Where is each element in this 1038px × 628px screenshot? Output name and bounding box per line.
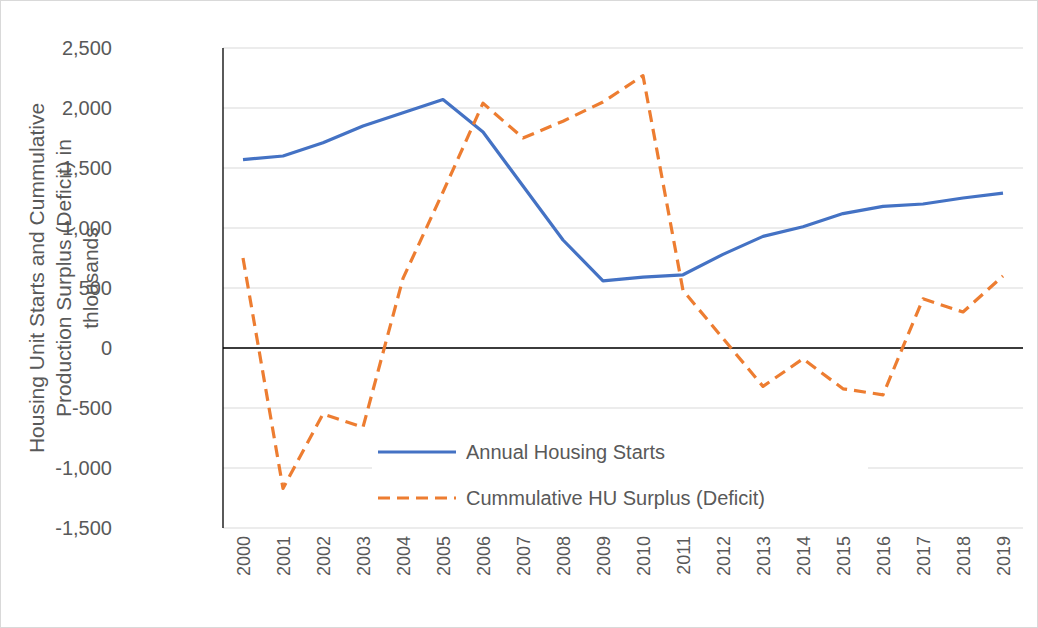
- y-tick-label: 2,500: [62, 37, 112, 59]
- x-tick-label: 2011: [674, 536, 694, 575]
- chart-frame: [1, 1, 1038, 628]
- x-tick-label: 2000: [234, 536, 254, 576]
- x-tick-label: 2013: [754, 536, 774, 576]
- x-tick-label: 2007: [514, 536, 534, 576]
- x-tick-label: 2017: [914, 536, 934, 576]
- grid-line: [223, 408, 1023, 409]
- y-axis-title: Housing Unit Starts and CummulativeProdu…: [25, 103, 102, 453]
- x-tick-label: 2009: [594, 536, 614, 576]
- x-tick-label: 2014: [794, 536, 814, 576]
- x-tick-label: 2010: [634, 536, 654, 576]
- x-tick-label: 2003: [354, 536, 374, 576]
- legend-swatch: [378, 450, 456, 453]
- x-tick-label: 2004: [394, 536, 414, 576]
- chart: -1,500-1,000-50005001,0001,5002,0002,500…: [0, 0, 1038, 628]
- y-tick-label: -500: [72, 397, 112, 419]
- grid-line: [223, 228, 1023, 229]
- x-tick-label: 2018: [954, 536, 974, 576]
- grid-line: [223, 48, 1023, 49]
- x-tick-label: 2015: [834, 536, 854, 576]
- x-tick-label: 2005: [434, 536, 454, 576]
- y-axis: [222, 48, 223, 528]
- legend-swatch: [378, 496, 456, 499]
- legend-box: [372, 430, 868, 516]
- legend: Annual Housing Starts Cummulative HU Surp…: [372, 430, 868, 516]
- legend-label: Cummulative HU Surplus (Deficit): [466, 487, 765, 509]
- x-tick-label: 2008: [554, 536, 574, 576]
- grid-line: [223, 288, 1023, 289]
- y-axis-title-line: Production Surplus (Deficit) in: [52, 139, 75, 417]
- x-tick-label: 2016: [874, 536, 894, 576]
- y-axis-title-line: Housing Unit Starts and Cummulative: [25, 103, 48, 453]
- series-line: [243, 76, 1003, 489]
- plot-area: [243, 76, 1003, 489]
- y-tick-label: -1,000: [55, 457, 112, 479]
- y-tick-label: 0: [101, 337, 112, 359]
- x-tick-label: 2012: [714, 536, 734, 576]
- legend-label: Annual Housing Starts: [466, 441, 665, 463]
- y-tick-label: 2,000: [62, 97, 112, 119]
- x-tick-label: 2006: [474, 536, 494, 576]
- grid-line: [223, 108, 1023, 109]
- grid-line: [223, 168, 1023, 169]
- x-tick-label: 2019: [994, 536, 1014, 576]
- y-axis-title-line: thlousands: [79, 227, 102, 329]
- y-tick-label: -1,500: [55, 517, 112, 539]
- series-line: [243, 100, 1003, 281]
- x-tick-label: 2001: [274, 536, 294, 576]
- grid-line: [223, 528, 1023, 529]
- x-tick-label: 2002: [314, 536, 334, 576]
